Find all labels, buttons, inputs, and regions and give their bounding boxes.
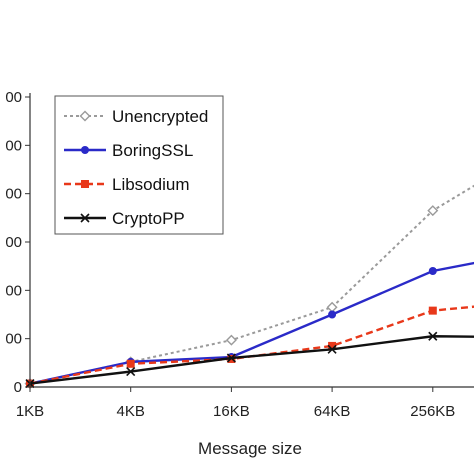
legend-marker-cryptopp-stroke — [80, 213, 90, 223]
data-point-cryptopp-stroke — [327, 344, 337, 354]
series-line-libsodium — [29, 305, 474, 385]
data-point-libsodium — [428, 306, 437, 315]
data-point-unencrypted — [427, 205, 439, 217]
data-point-libsodium — [328, 341, 337, 350]
legend: Unencrypted BoringSSL Libsodium CryptoPP — [54, 95, 224, 235]
y-tick-label: 0 — [14, 379, 22, 396]
x-tick-label: 1KB — [16, 403, 44, 420]
y-tick-label: 00 — [5, 331, 22, 348]
legend-marker-cryptopp — [80, 213, 90, 223]
legend-marker-unencrypted — [79, 110, 91, 122]
data-point-unencrypted — [326, 301, 338, 313]
series-line-boringssl — [29, 261, 474, 385]
data-point-unencrypted — [225, 334, 237, 346]
legend-label-boringssl: BoringSSL — [112, 141, 193, 160]
data-point-cryptopp — [126, 366, 136, 377]
data-point-boringssl — [328, 310, 337, 319]
axes: 00000000000001KB4KB16KB64KB256KB1MB4MB — [5, 89, 474, 420]
data-point-cryptopp — [327, 344, 337, 354]
y-tick-label: 00 — [5, 137, 22, 154]
legend-label-unencrypted: Unencrypted — [112, 107, 208, 126]
y-tick-label: 00 — [5, 282, 22, 299]
y-tick-label: 00 — [5, 89, 22, 106]
legend-marker-libsodium — [81, 180, 89, 188]
x-axis-title: Message size — [198, 439, 302, 458]
y-tick-label: 00 — [5, 234, 22, 251]
data-point-cryptopp-stroke — [428, 331, 438, 341]
data-point-boringssl — [428, 267, 437, 275]
data-point-libsodium — [126, 359, 135, 368]
plot-area — [24, 184, 474, 390]
x-tick-label: 16KB — [213, 403, 250, 420]
data-point-cryptopp-stroke — [226, 353, 236, 363]
legend-label-cryptopp: CryptoPP — [112, 209, 185, 228]
legend-label-libsodium: Libsodium — [112, 175, 190, 194]
data-point-cryptopp — [226, 353, 236, 363]
series-line-cryptopp — [29, 335, 474, 385]
data-point-cryptopp — [428, 331, 438, 341]
x-tick-label: 4KB — [117, 403, 145, 420]
y-tick-label: 00 — [5, 186, 22, 203]
data-point-cryptopp-stroke — [126, 366, 136, 377]
x-tick-label: 64KB — [314, 403, 351, 420]
x-tick-label: 256KB — [410, 403, 455, 420]
legend-marker-boringssl — [81, 146, 89, 154]
